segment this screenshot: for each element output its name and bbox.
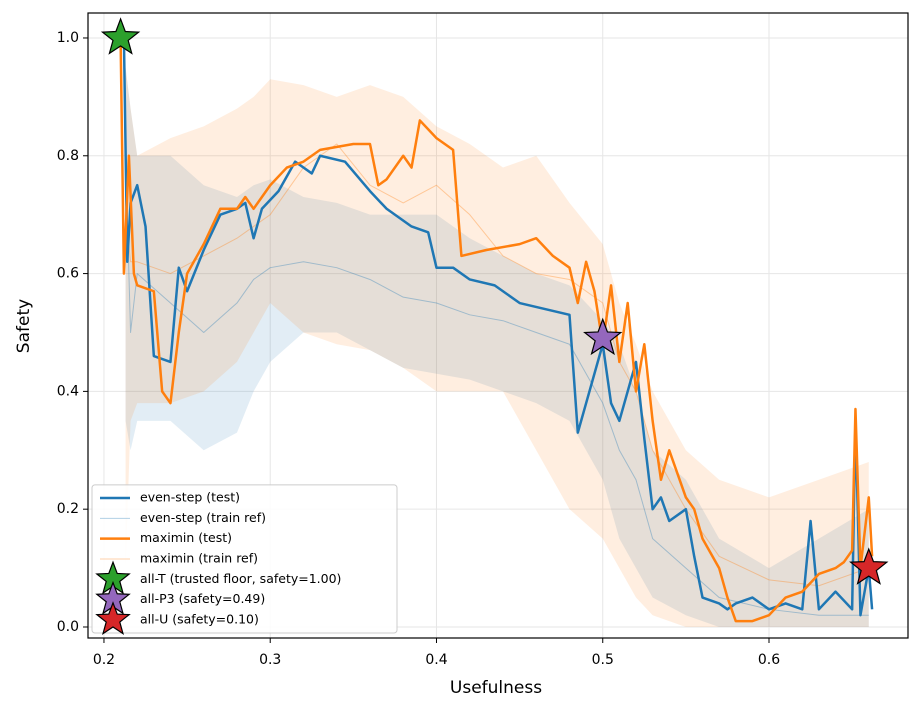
- legend-label: even-step (test): [140, 490, 240, 505]
- x-tick-label: 0.4: [425, 652, 447, 668]
- legend-label: even-step (train ref): [140, 510, 266, 525]
- legend-swatch: [95, 601, 131, 635]
- legend-label: all-U (safety=0.10): [140, 611, 259, 626]
- y-axis-label: Safety: [14, 299, 34, 353]
- y-tick-label: 1.0: [57, 30, 79, 46]
- y-tick-label: 0.2: [57, 501, 79, 517]
- legend-label: maximin (train ref): [140, 550, 258, 565]
- x-axis-label: Usefulness: [450, 678, 542, 698]
- y-tick-label: 0.8: [57, 148, 79, 164]
- plot-frame: [87, 12, 909, 639]
- legend: even-step (test) even-step (train ref) max…: [91, 484, 398, 635]
- x-tick-label: 0.5: [592, 652, 614, 668]
- legend-label: maximin (test): [140, 530, 232, 545]
- line: [119, 37, 874, 623]
- star-marker: [583, 317, 623, 356]
- star-marker: [100, 17, 141, 55]
- x-tick-label: 0.6: [758, 652, 780, 668]
- y-tick-label: 0.0: [57, 619, 79, 635]
- x-tick-label: 0.3: [259, 652, 281, 668]
- y-tick-label: 0.6: [57, 266, 79, 282]
- y-tick-label: 0.4: [57, 383, 79, 399]
- star-marker: [849, 547, 889, 585]
- legend-label: all-T (trusted floor, safety=1.00): [140, 571, 341, 586]
- x-tick-label: 0.2: [93, 652, 115, 668]
- line: [125, 155, 869, 616]
- legend-label: all-P3 (safety=0.49): [140, 591, 265, 606]
- line: [125, 143, 869, 587]
- line: [122, 37, 874, 617]
- legend-box: [91, 484, 398, 634]
